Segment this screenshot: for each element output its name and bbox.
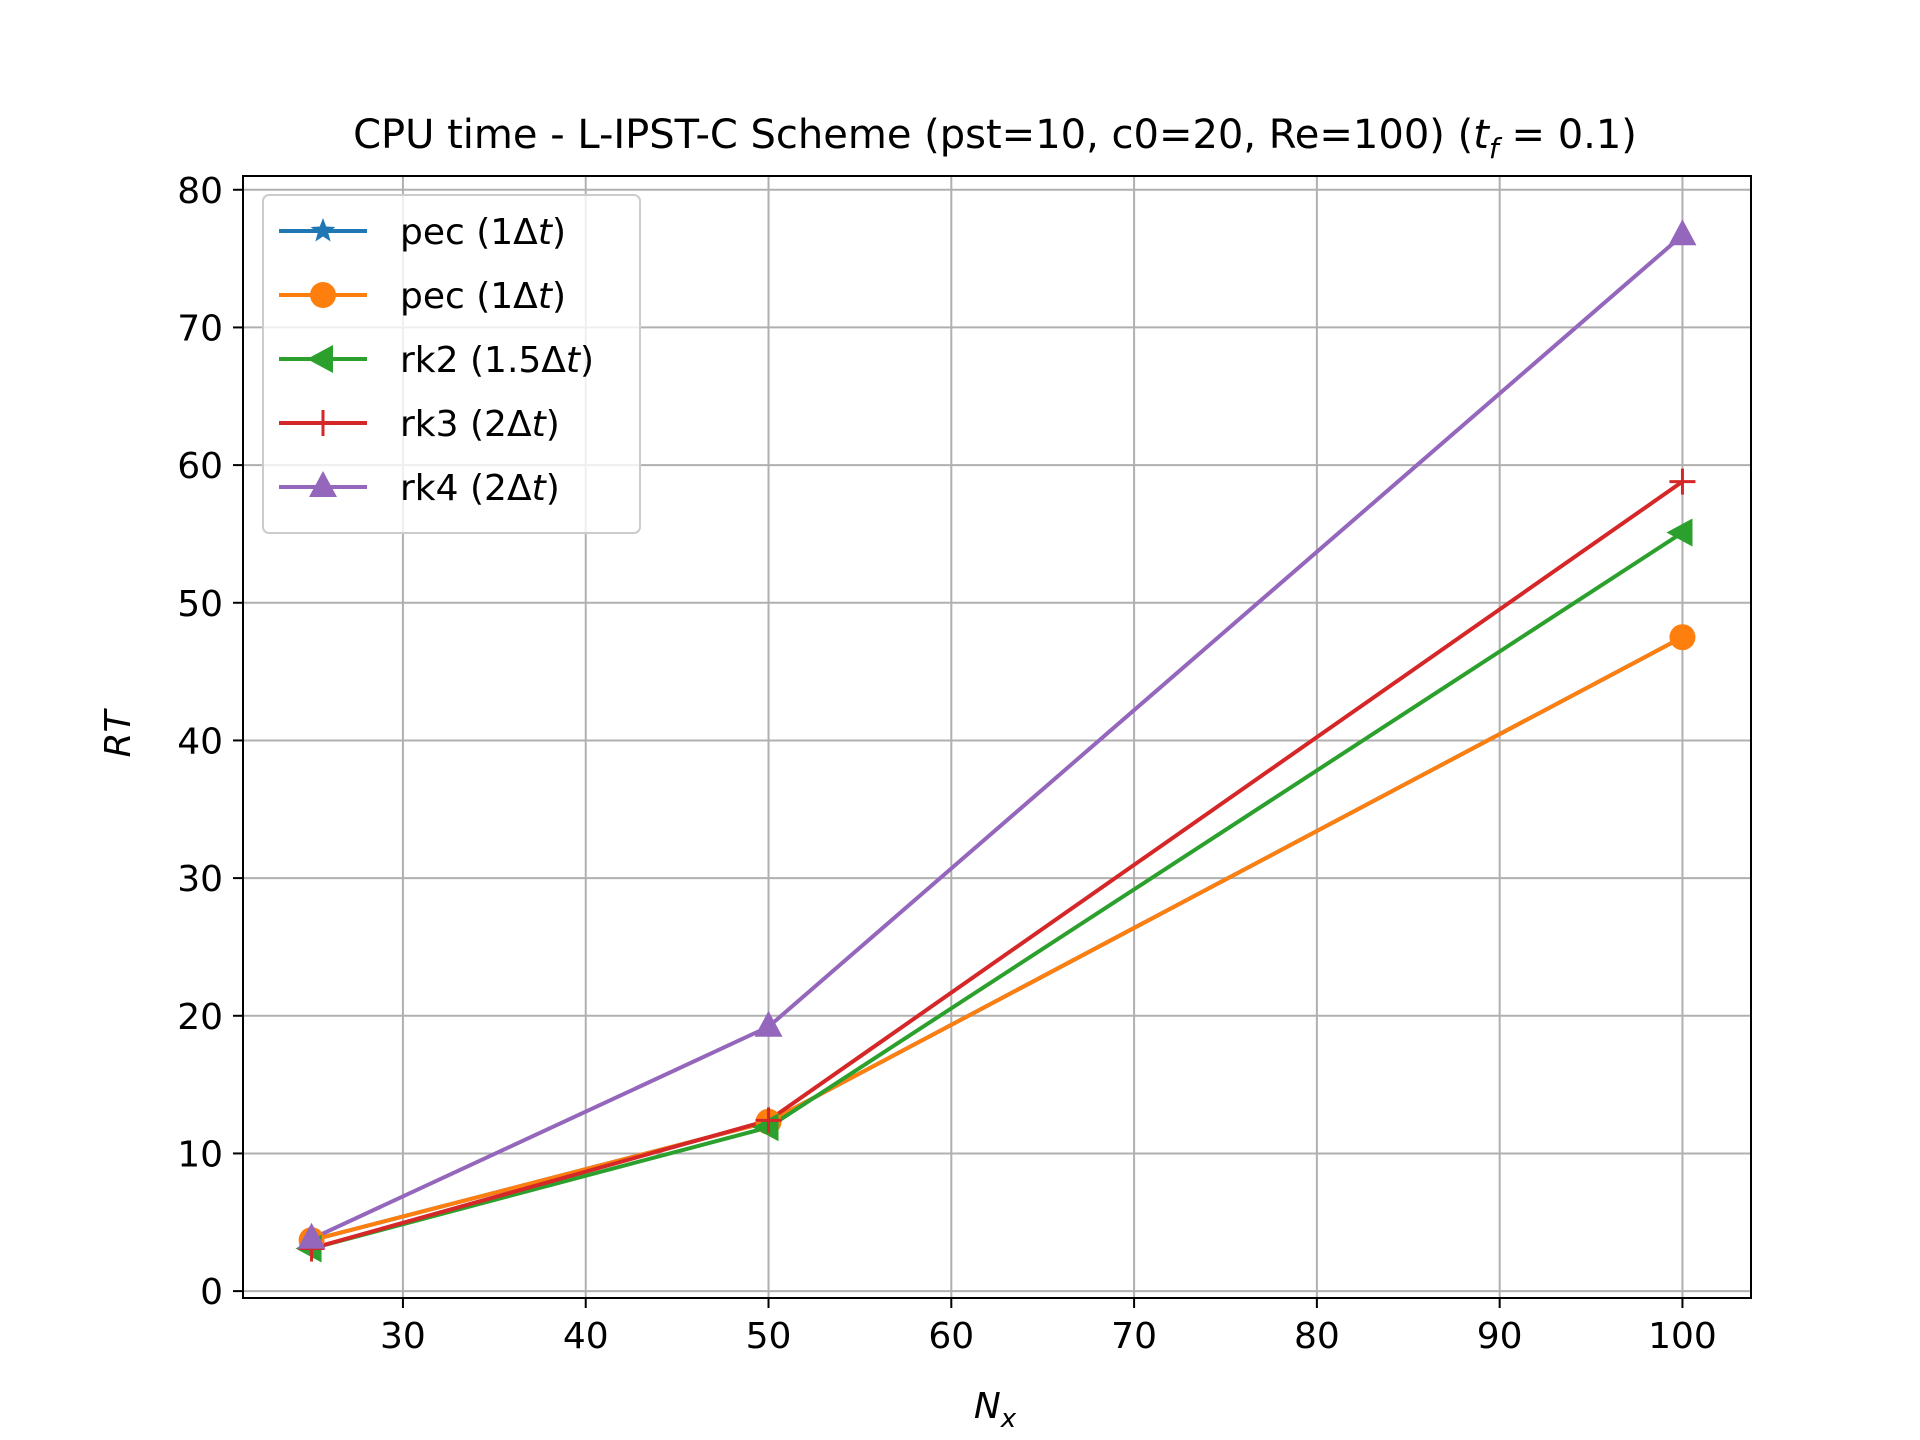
y-tick-label: 30 xyxy=(177,859,223,900)
y-tick-label: 20 xyxy=(177,997,223,1038)
y-tick-label: 40 xyxy=(177,721,223,762)
legend-label-5: rk4 (2Δt) xyxy=(400,468,560,509)
x-tick-label: 40 xyxy=(563,1316,609,1357)
axis-ticks: 30 40 50 60 70 80 90 100 0 10 20 30 40 50 60 70 80 xyxy=(177,171,1717,1357)
x-tick-label: 90 xyxy=(1477,1316,1523,1357)
x-tick-label: 80 xyxy=(1294,1316,1340,1357)
series-5-point xyxy=(754,1010,783,1037)
x-tick-label: 100 xyxy=(1648,1316,1717,1357)
y-tick-label: 50 xyxy=(177,584,223,625)
legend-marker-3 xyxy=(307,345,333,373)
x-tick-label: 50 xyxy=(746,1316,792,1357)
y-tick-label: 10 xyxy=(177,1134,223,1175)
series-markers xyxy=(295,219,1697,1263)
grid xyxy=(243,176,1751,1298)
series-4-point xyxy=(755,1107,782,1134)
legend-box xyxy=(262,194,641,534)
y-axis-label: RT xyxy=(98,707,139,757)
x-axis-label: Nx xyxy=(974,1386,1017,1434)
series-5-point xyxy=(297,1222,326,1249)
series-5-point xyxy=(1668,219,1697,246)
legend-label-4: rk3 (2Δt) xyxy=(400,404,560,445)
y-tick-label: 60 xyxy=(177,446,223,487)
legend: pec (1Δt) pec (1Δt) rk2 (1.5Δt) rk3 (2Δt) rk… xyxy=(262,194,641,534)
legend-marker-5 xyxy=(309,471,337,497)
y-tick-label: 80 xyxy=(177,171,223,212)
series-2-point xyxy=(1669,624,1696,651)
legend-marker-4 xyxy=(310,410,336,436)
x-tick-label: 70 xyxy=(1111,1316,1157,1357)
legend-label-2: pec (1Δt) xyxy=(400,276,566,317)
legend-label-3: rk2 (1.5Δt) xyxy=(400,340,594,381)
x-tick-label: 60 xyxy=(928,1316,974,1357)
series-3-point xyxy=(1666,518,1693,547)
plot-frame xyxy=(242,175,1752,1299)
y-tick-label: 70 xyxy=(177,308,223,349)
series-4-point xyxy=(1669,468,1696,495)
x-tick-label: 30 xyxy=(380,1316,426,1357)
legend-marker-1 xyxy=(310,218,336,242)
legend-marker-2 xyxy=(310,282,336,308)
legend-label-1: pec (1Δt) xyxy=(400,212,566,253)
y-tick-label: 0 xyxy=(200,1272,223,1313)
chart-title: CPU time - L-IPST-C Scheme (pst=10, c0=2… xyxy=(353,112,1637,165)
